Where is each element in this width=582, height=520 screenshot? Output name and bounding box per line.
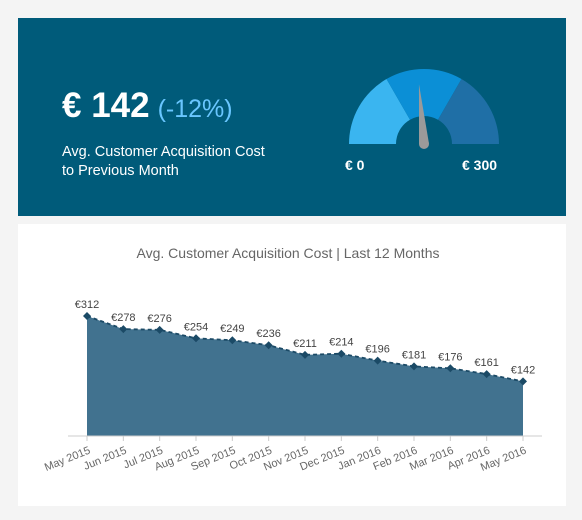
area-chart: Avg. Customer Acquisition Cost | Last 12… — [43, 245, 542, 474]
data-point[interactable] — [482, 370, 491, 379]
gauge-needle-hub — [419, 139, 429, 149]
data-point[interactable] — [155, 325, 164, 334]
kpi-change: (-12%) — [157, 95, 233, 123]
data-label: €236 — [256, 328, 280, 340]
data-label: €276 — [147, 313, 171, 325]
data-label: €312 — [75, 299, 99, 311]
gauge — [349, 69, 499, 149]
chart-card: Avg. Customer Acquisition Cost | Last 12… — [18, 224, 566, 506]
area-fill — [87, 316, 523, 436]
kpi-label: Avg. Customer Acquisition Cost to Previo… — [62, 144, 265, 179]
data-label: €176 — [438, 351, 462, 363]
gauge-segment-1 — [349, 79, 410, 144]
data-point[interactable] — [119, 325, 128, 334]
gauge-segment-2 — [386, 69, 462, 120]
data-point[interactable] — [519, 377, 527, 386]
kpi-value-row: € 142 (-12%) — [62, 86, 233, 126]
data-point[interactable] — [228, 336, 237, 345]
data-point[interactable] — [446, 364, 455, 373]
data-label: €254 — [184, 321, 208, 333]
data-point[interactable] — [373, 356, 382, 365]
chart-title: Avg. Customer Acquisition Cost | Last 12… — [137, 245, 440, 261]
data-label: €142 — [511, 364, 535, 376]
kpi-value: € 142 — [62, 86, 150, 125]
data-label: €196 — [365, 344, 389, 356]
data-point[interactable] — [410, 362, 418, 371]
data-label: €249 — [220, 323, 244, 335]
data-label: €161 — [474, 357, 498, 369]
gauge-segments — [349, 69, 499, 144]
gauge-needle — [418, 84, 429, 145]
gauge-min-label: € 0 — [345, 157, 365, 173]
gauge-max-label: € 300 — [462, 157, 498, 173]
data-point[interactable] — [192, 334, 200, 343]
data-point[interactable] — [83, 312, 91, 320]
data-point[interactable] — [301, 350, 309, 359]
data-label: €211 — [293, 338, 317, 350]
gauge-segment-3 — [438, 79, 499, 144]
data-label: €181 — [402, 349, 426, 361]
data-label: €214 — [329, 337, 353, 349]
data-point[interactable] — [337, 349, 346, 358]
data-label: €278 — [111, 312, 135, 324]
data-point[interactable] — [264, 341, 273, 350]
gauge-needle-group — [418, 84, 429, 149]
